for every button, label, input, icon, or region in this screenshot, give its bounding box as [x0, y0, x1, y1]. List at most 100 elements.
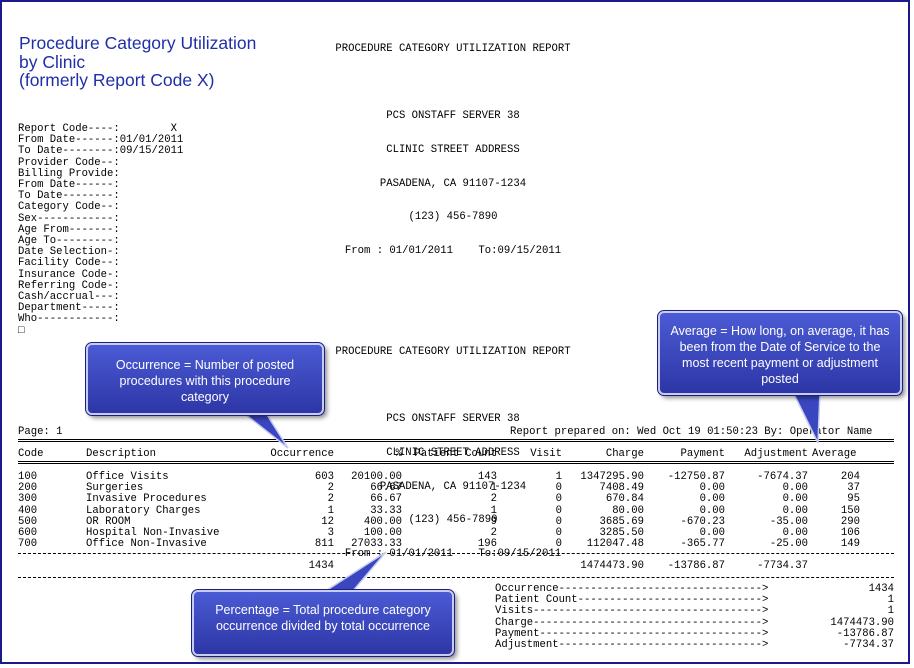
cell-code: 500 — [18, 515, 38, 528]
page-number: Page: 1 — [18, 426, 63, 438]
header-rule-top — [18, 439, 894, 442]
cell-occurrence: 3 — [327, 527, 334, 539]
cell-occurrence: 2 — [327, 493, 334, 506]
cell-visit: 0 — [555, 538, 562, 551]
date-range: From : 01/01/2011 To:09/15/2011 — [344, 244, 562, 257]
total-charge: 1474473.90 — [580, 560, 644, 572]
parameter-line: Category Code--: — [18, 201, 120, 214]
cell-percent: 33.33 — [370, 504, 402, 517]
cell-description: Office Non-Invasive — [86, 538, 207, 551]
summary-value: 1474473.90 — [830, 616, 894, 629]
summary-label: Patient Count---------------------------… — [495, 594, 769, 607]
col-adjustment: Adjustment — [744, 448, 808, 460]
cell-visit: 0 — [555, 515, 562, 528]
summary-label: Occurrence------------------------------… — [495, 583, 769, 595]
cell-payment: -12750.87 — [667, 471, 725, 483]
summary-label: Charge----------------------------------… — [495, 616, 769, 629]
cell-code: 300 — [18, 493, 38, 506]
cell-percent: 66.67 — [370, 482, 402, 495]
total-occurrence: 1434 — [308, 560, 334, 572]
col-visit: Visit — [530, 448, 562, 460]
cell-occurrence: 603 — [314, 471, 334, 483]
col-average: Average — [812, 448, 857, 460]
cell-description: Surgeries — [86, 482, 144, 495]
cell-patient-count: 196 — [477, 538, 497, 551]
cell-charge: 3285.50 — [599, 527, 644, 539]
parameter-line: To Date--------:09/15/2011 — [18, 145, 184, 158]
summary-value: 1434 — [868, 583, 894, 595]
col-charge: Charge — [605, 448, 644, 460]
cell-adjustment: 0.00 — [782, 493, 808, 506]
report-parameters: Report Code----: X From Date------:01/01/… — [18, 123, 184, 326]
summary-label: Adjustment------------------------------… — [495, 639, 769, 651]
heading-line-3: (formerly Report Code X) — [19, 70, 215, 90]
parameter-line: Department-----: — [18, 302, 120, 315]
clinic-city: PASADENA, CA 91107-1234 — [379, 177, 527, 190]
parameter-line: Facility Code--: — [18, 257, 120, 270]
cell-adjustment: -35.00 — [769, 515, 808, 528]
cell-patient-count: 1 — [490, 482, 497, 495]
cell-charge: 80.00 — [612, 504, 644, 517]
cell-percent: 66.67 — [370, 493, 402, 506]
parameter-line: Who------------: — [18, 313, 120, 326]
percentage-pointer — [321, 551, 387, 593]
clinic-city: PASADENA, CA 91107-1234 — [379, 480, 527, 493]
parameter-line: From Date------:01/01/2011 — [18, 134, 184, 147]
parameter-line: Cash/accrual---: — [18, 291, 120, 304]
summary-value: 1 — [887, 594, 894, 607]
cell-charge: 7408.49 — [599, 482, 644, 495]
cell-patient-count: 2 — [490, 493, 497, 506]
parameter-line: Provider Code--: — [18, 156, 120, 169]
summary-value: -7734.37 — [843, 639, 894, 651]
cell-occurrence: 811 — [314, 538, 334, 551]
percentage-callout: Percentage = Total procedure category oc… — [191, 589, 455, 657]
col-percent: % — [395, 448, 402, 460]
checkbox-glyph: □ — [18, 325, 25, 337]
header-rule-bottom — [18, 461, 894, 464]
parameter-line: Referring Code-: — [18, 279, 120, 292]
cell-patient-count: 143 — [477, 471, 497, 483]
occurrence-callout: Occurrence = Number of posted procedures… — [85, 342, 325, 416]
cell-average: 290 — [840, 515, 860, 528]
cell-charge: 112047.48 — [586, 538, 644, 551]
report-title: PROCEDURE CATEGORY UTILIZATION REPORT — [335, 43, 571, 56]
average-pointer — [790, 389, 821, 444]
cell-visit: 0 — [555, 482, 562, 495]
summary-value: -13786.87 — [836, 627, 894, 640]
parameter-line: Age To---------: — [18, 235, 120, 248]
col-patient-count: Patient Count — [414, 448, 497, 460]
cell-description: Laboratory Charges — [86, 504, 201, 517]
cell-patient-count: 1 — [490, 504, 497, 517]
cell-charge: 3685.69 — [599, 515, 644, 528]
cell-average: 106 — [840, 527, 860, 539]
cell-visit: 1 — [555, 471, 562, 483]
cell-percent: 100.00 — [363, 527, 402, 539]
cell-description: Invasive Procedures — [86, 493, 207, 506]
summary-label: Visits----------------------------------… — [495, 605, 769, 618]
heading-line-2: by Clinic — [19, 51, 86, 72]
clinic-address: CLINIC STREET ADDRESS — [386, 144, 520, 157]
clinic-phone: (123) 456-7890 — [408, 514, 498, 527]
cell-occurrence: 1 — [327, 504, 334, 517]
col-payment: Payment — [680, 448, 725, 460]
parameter-line: Sex------------: — [18, 212, 120, 225]
cell-visit: 0 — [555, 527, 562, 539]
parameter-line: From Date------: — [18, 179, 120, 192]
cell-payment: -365.77 — [680, 538, 725, 551]
cell-average: 95 — [847, 493, 860, 506]
cell-adjustment: 0.00 — [782, 482, 808, 495]
cell-average: 204 — [840, 471, 860, 483]
report-title: PROCEDURE CATEGORY UTILIZATION REPORT — [335, 346, 571, 359]
parameter-line: Insurance Code-: — [18, 268, 120, 281]
server-name: PCS ONSTAFF SERVER 38 — [386, 413, 520, 426]
summary-value: 1 — [887, 605, 894, 618]
cell-code: 600 — [18, 527, 38, 539]
cell-adjustment: -25.00 — [769, 538, 808, 551]
report-header-1: PROCEDURE CATEGORY UTILIZATION REPORT PC… — [300, 22, 606, 268]
parameter-line: Billing Provide: — [18, 167, 120, 180]
cell-average: 150 — [840, 504, 860, 517]
col-description: Description — [86, 448, 156, 460]
cell-charge: 670.84 — [605, 493, 644, 506]
cell-patient-count: 9 — [490, 515, 497, 528]
